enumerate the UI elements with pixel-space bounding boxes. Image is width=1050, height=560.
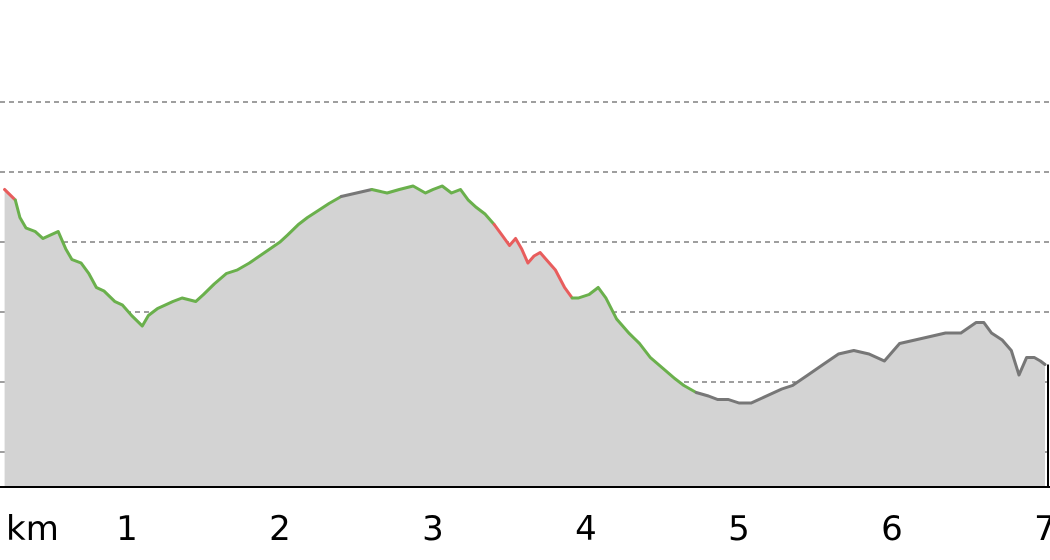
profile-segment-steep-1 bbox=[3, 188, 17, 202]
x-tick-label-1: 1 bbox=[116, 509, 138, 549]
x-tick-label-7: 7 bbox=[1034, 509, 1050, 549]
profile-segment-unknown-3 bbox=[339, 188, 374, 198]
x-axis-unit-label: km bbox=[6, 509, 59, 549]
profile-area bbox=[4, 186, 1046, 487]
x-tick-label-3: 3 bbox=[422, 509, 444, 549]
x-tick-label-4: 4 bbox=[575, 509, 597, 549]
profile-area-fill bbox=[4, 186, 1046, 487]
profile-segment-flat-6 bbox=[570, 286, 698, 394]
profile-segment-steep-5 bbox=[492, 223, 574, 300]
x-tick-label-6: 6 bbox=[881, 509, 903, 549]
profile-segment-flat-4 bbox=[370, 184, 496, 226]
profile-segment-flat-2 bbox=[13, 195, 343, 328]
profile-line bbox=[3, 184, 1047, 405]
x-tick-label-2: 2 bbox=[269, 509, 291, 549]
x-axis: km 1 2 3 4 5 6 7 bbox=[0, 486, 1050, 549]
x-tick-label-5: 5 bbox=[728, 509, 750, 549]
profile-segment-unknown-7 bbox=[694, 321, 1047, 405]
